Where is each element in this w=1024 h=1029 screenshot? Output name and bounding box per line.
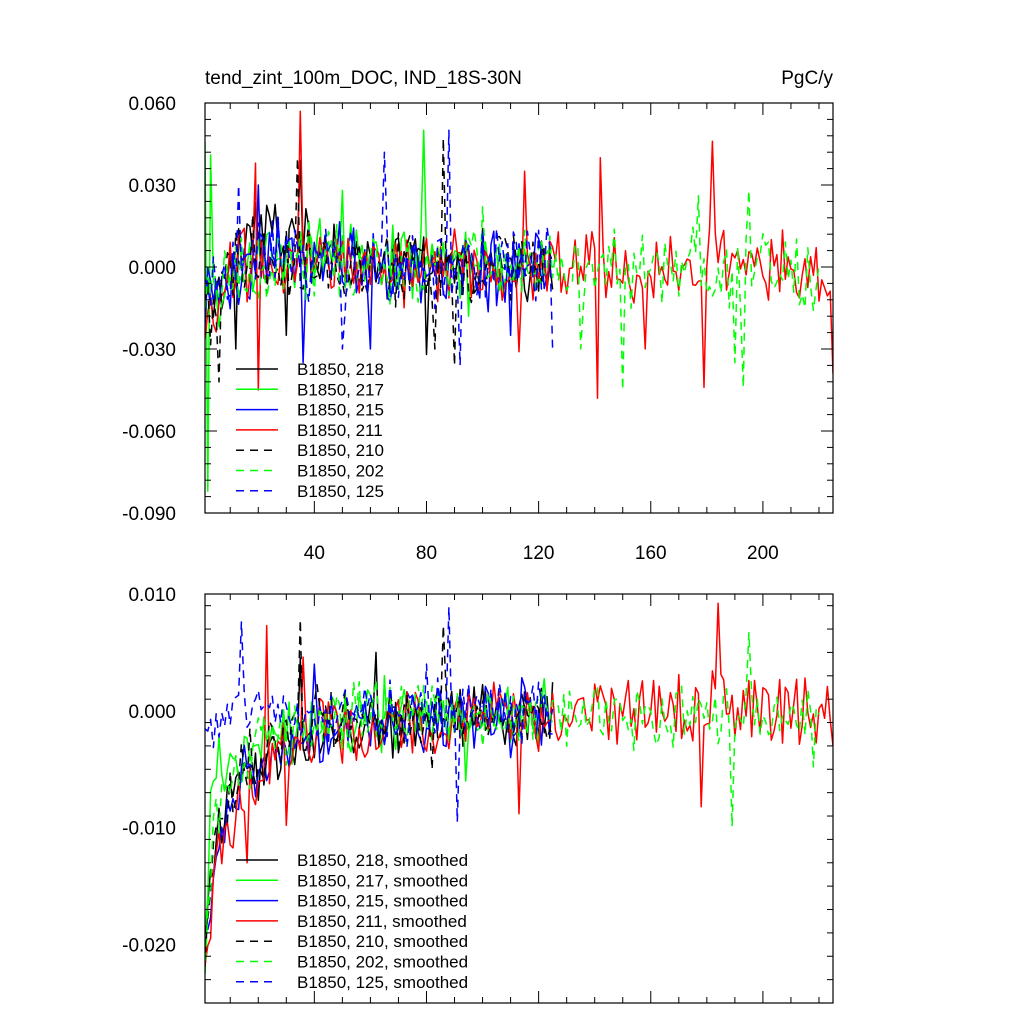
y-tick-label: 0.000 [128, 702, 176, 723]
top-panel: tend_zint_100m_DOC, IND_18S-30N PgC/y 0.… [122, 68, 834, 564]
series-line-6 [205, 631, 820, 975]
legend-label: B1850, 215 [297, 401, 384, 420]
legend-label: B1850, 210 [297, 441, 384, 460]
series-line-5 [205, 137, 554, 383]
y-tick-label: 0.010 [128, 585, 176, 606]
y-tick-label: -0.090 [122, 504, 176, 525]
chart-title: tend_zint_100m_DOC, IND_18S-30N [205, 68, 522, 89]
x-tick-label: 200 [747, 543, 779, 564]
y-tick-label: -0.060 [122, 422, 176, 443]
plot-area [205, 110, 833, 492]
series-line-7 [205, 606, 554, 823]
legend-label: B1850, 125 [297, 482, 384, 501]
legend-label: B1850, 211 [297, 421, 383, 440]
x-tick-label: 160 [635, 543, 667, 564]
y-tick-label: -0.010 [122, 819, 176, 840]
series-line-5 [205, 618, 554, 933]
legend-label: B1850, 218, smoothed [297, 851, 468, 870]
legend-label: B1850, 217, smoothed [297, 871, 468, 890]
series-line-4 [205, 602, 833, 966]
bottom-panel: 0.010 0.000 -0.010 -0.020 B1850, 218, smooth… [122, 585, 834, 1004]
plot-frame [204, 593, 834, 1004]
y-tick-label: 0.000 [128, 258, 176, 279]
legend-label: B1850, 202, smoothed [297, 953, 468, 972]
plot-area [205, 602, 833, 975]
x-tick-label: 40 [304, 543, 325, 564]
legend-label: B1850, 215, smoothed [297, 892, 468, 911]
y-tick-label: -0.030 [122, 340, 176, 361]
legend-label: B1850, 211, smoothed [297, 912, 467, 931]
legend-label: B1850, 217 [297, 380, 384, 399]
series-line-6 [205, 189, 820, 391]
legend-label: B1850, 210, smoothed [297, 932, 468, 951]
chart-units: PgC/y [781, 68, 833, 89]
y-tick-label: 0.060 [128, 94, 176, 115]
y-tick-label: 0.030 [128, 176, 176, 197]
plot-frame [204, 102, 834, 514]
legend-label: B1850, 218 [297, 360, 384, 379]
x-tick-label: 120 [523, 543, 555, 564]
y-tick-label: -0.020 [122, 936, 176, 957]
series-line-7 [205, 129, 554, 367]
x-tick-label: 80 [416, 543, 437, 564]
legend-label: B1850, 202 [297, 462, 384, 481]
legend-label: B1850, 125, smoothed [297, 973, 468, 992]
